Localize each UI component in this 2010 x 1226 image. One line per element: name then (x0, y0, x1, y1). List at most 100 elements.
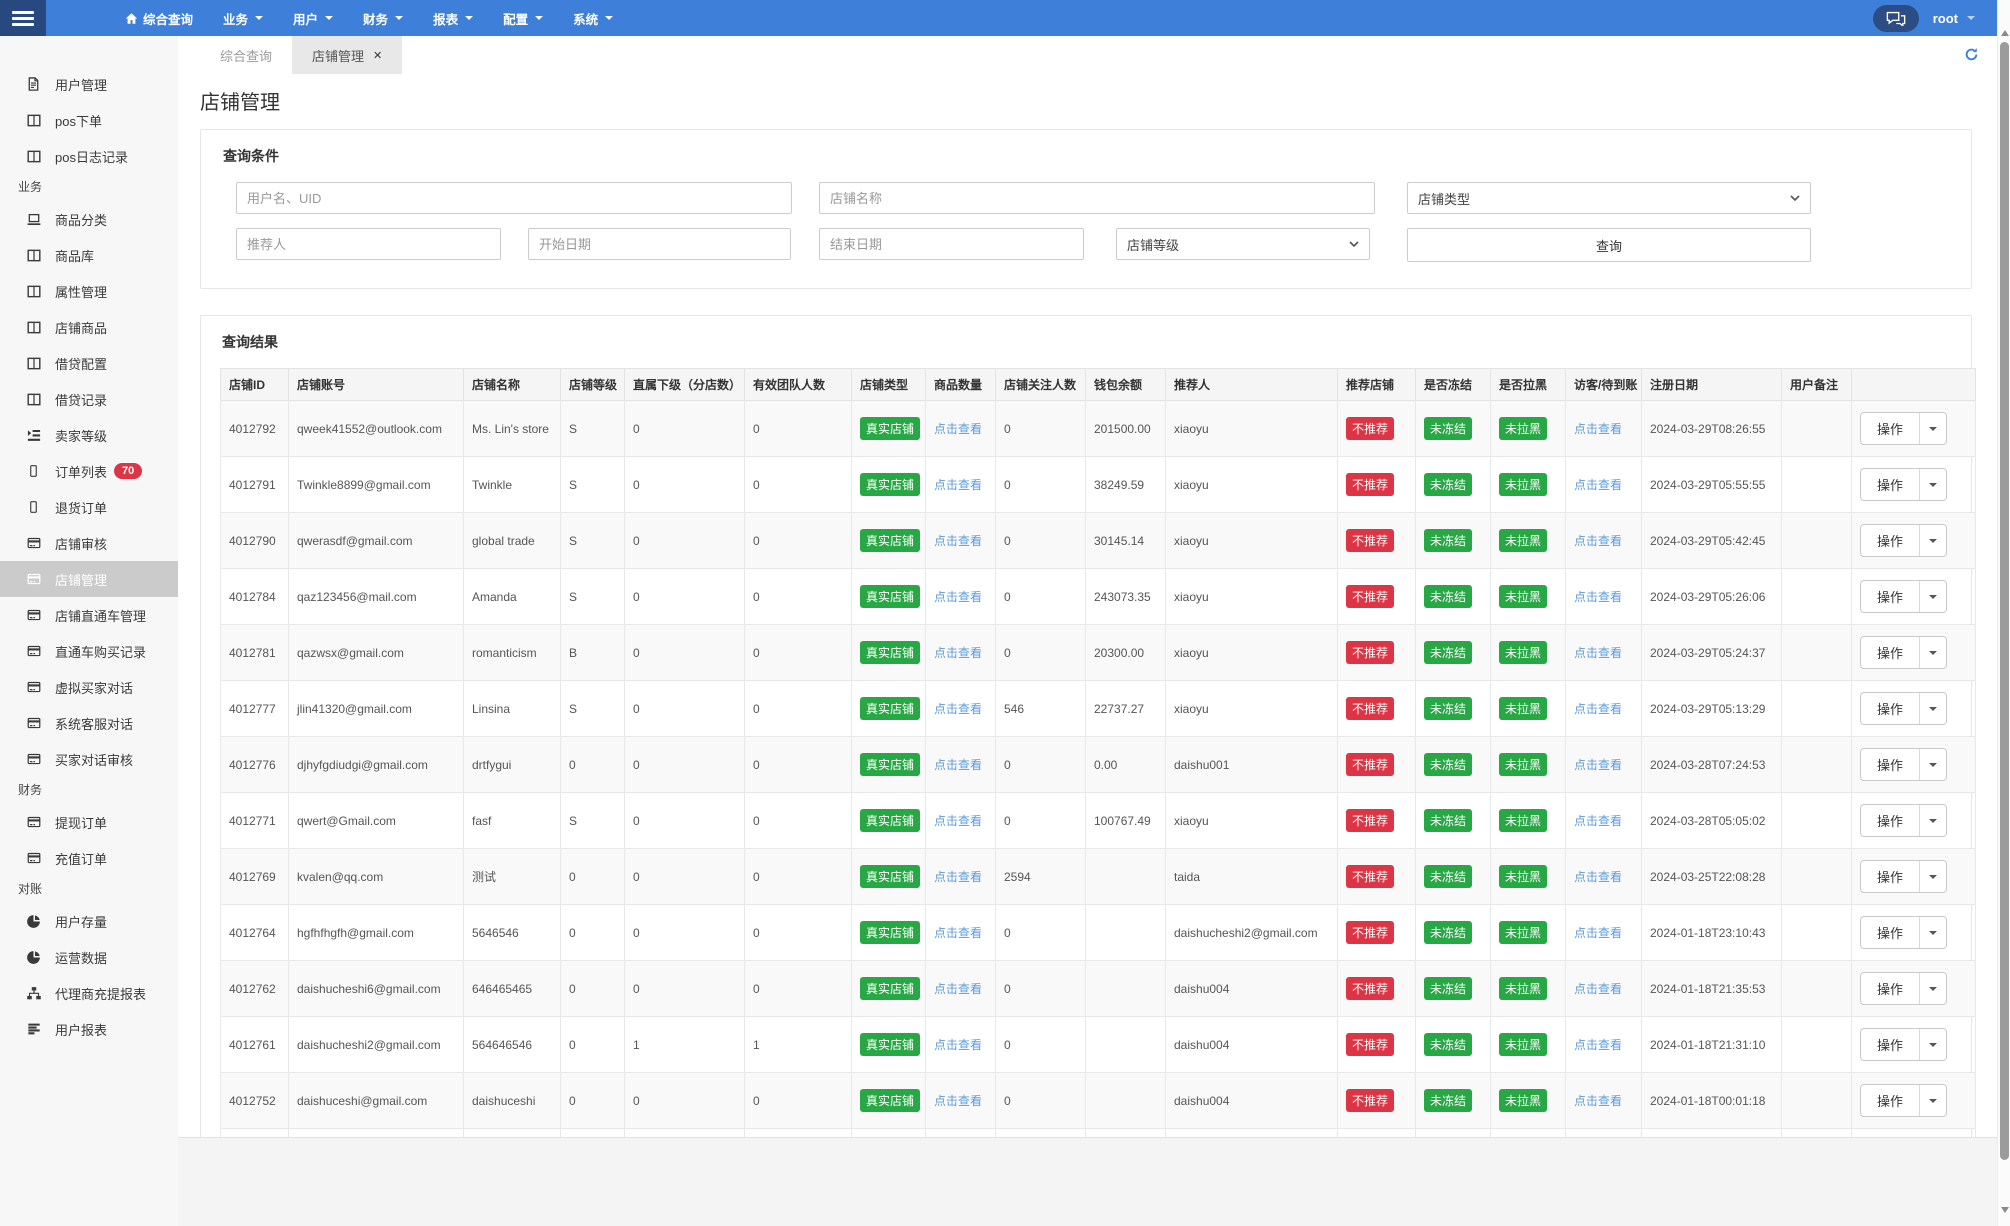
sidebar-item-user-report[interactable]: 用户报表 (0, 1011, 178, 1047)
action-button[interactable]: 操作 (1861, 413, 1921, 444)
sidebar-item-pos-order[interactable]: pos下单 (0, 102, 178, 138)
action-button[interactable]: 操作 (1861, 581, 1921, 612)
scrollbar-up-arrow-icon[interactable] (2001, 30, 2009, 36)
view-goods-link[interactable]: 点击查看 (934, 982, 983, 996)
view-goods-link[interactable]: 点击查看 (934, 646, 983, 660)
hamburger-menu-button[interactable] (0, 0, 46, 36)
view-visitors-link[interactable]: 点击查看 (1574, 534, 1623, 548)
view-goods-link[interactable]: 点击查看 (934, 814, 983, 828)
start-date-input[interactable] (528, 228, 791, 260)
sidebar-item-agent-recharge-report[interactable]: 代理商充提报表 (0, 975, 178, 1011)
action-button[interactable]: 操作 (1861, 973, 1921, 1004)
action-dropdown-toggle[interactable] (1920, 469, 1946, 500)
view-visitors-link[interactable]: 点击查看 (1574, 1094, 1623, 1108)
action-button[interactable]: 操作 (1861, 637, 1921, 668)
action-button[interactable]: 操作 (1861, 1085, 1921, 1116)
sidebar-item-goods-library[interactable]: 商品库 (0, 237, 178, 273)
store-level-select[interactable]: 店铺等级 (1116, 228, 1370, 260)
view-visitors-link[interactable]: 点击查看 (1574, 646, 1623, 660)
action-button[interactable]: 操作 (1861, 861, 1921, 892)
sidebar-item-return-order[interactable]: 退货订单 (0, 489, 178, 525)
action-dropdown-toggle[interactable] (1920, 1029, 1946, 1060)
action-button[interactable]: 操作 (1861, 525, 1921, 556)
action-dropdown-toggle[interactable] (1920, 973, 1946, 1004)
sidebar-item-user-stock[interactable]: 用户存量 (0, 903, 178, 939)
chat-button[interactable] (1872, 4, 1919, 32)
vertical-scrollbar[interactable] (1997, 0, 2010, 1226)
action-dropdown-toggle[interactable] (1920, 1085, 1946, 1116)
sidebar-item-user-management[interactable]: 用户管理 (0, 66, 178, 102)
action-dropdown-toggle[interactable] (1920, 525, 1946, 556)
action-button[interactable]: 操作 (1861, 693, 1921, 724)
action-button[interactable]: 操作 (1861, 749, 1921, 780)
sidebar-item-pos-log[interactable]: pos日志记录 (0, 138, 178, 174)
action-dropdown-toggle[interactable] (1920, 581, 1946, 612)
nav-item-business[interactable]: 业务 (208, 0, 278, 36)
nav-item-finance[interactable]: 财务 (348, 0, 418, 36)
view-goods-link[interactable]: 点击查看 (934, 758, 983, 772)
sidebar-item-express-purchase-record[interactable]: 直通车购买记录 (0, 633, 178, 669)
view-goods-link[interactable]: 点击查看 (934, 590, 983, 604)
action-dropdown-toggle[interactable] (1920, 805, 1946, 836)
sidebar-item-order-list[interactable]: 订单列表 70 (0, 453, 178, 489)
sidebar-item-recharge-order[interactable]: 充值订单 (0, 840, 178, 876)
sidebar-item-buyer-chat-audit[interactable]: 买家对话审核 (0, 741, 178, 777)
nav-item-user[interactable]: 用户 (278, 0, 348, 36)
view-goods-link[interactable]: 点击查看 (934, 1094, 983, 1108)
view-visitors-link[interactable]: 点击查看 (1574, 702, 1623, 716)
view-goods-link[interactable]: 点击查看 (934, 1038, 983, 1052)
tab-store-management[interactable]: 店铺管理 ✕ (292, 36, 403, 74)
view-visitors-link[interactable]: 点击查看 (1574, 870, 1623, 884)
view-goods-link[interactable]: 点击查看 (934, 422, 983, 436)
store-type-select[interactable]: 店铺类型 (1407, 182, 1811, 214)
nav-item-config[interactable]: 配置 (488, 0, 558, 36)
sidebar-item-store-express-management[interactable]: 店铺直通车管理 (0, 597, 178, 633)
view-visitors-link[interactable]: 点击查看 (1574, 814, 1623, 828)
action-dropdown-toggle[interactable] (1920, 749, 1946, 780)
sidebar-item-withdraw-order[interactable]: 提现订单 (0, 804, 178, 840)
store-name-input[interactable] (819, 182, 1375, 214)
sidebar-item-seller-level[interactable]: 卖家等级 (0, 417, 178, 453)
view-visitors-link[interactable]: 点击查看 (1574, 758, 1623, 772)
nav-item-system[interactable]: 系统 (558, 0, 628, 36)
view-visitors-link[interactable]: 点击查看 (1574, 926, 1623, 940)
action-dropdown-toggle[interactable] (1920, 413, 1946, 444)
view-goods-link[interactable]: 点击查看 (934, 702, 983, 716)
action-dropdown-toggle[interactable] (1920, 917, 1946, 948)
sidebar-item-loan-record[interactable]: 借贷记录 (0, 381, 178, 417)
nav-item-report[interactable]: 报表 (418, 0, 488, 36)
nav-item-summary-query[interactable]: 综合查询 (110, 0, 208, 36)
view-visitors-link[interactable]: 点击查看 (1574, 982, 1623, 996)
sidebar-item-system-service-chat[interactable]: 系统客服对话 (0, 705, 178, 741)
action-button[interactable]: 操作 (1861, 469, 1921, 500)
view-goods-link[interactable]: 点击查看 (934, 534, 983, 548)
referrer-input[interactable] (236, 228, 501, 260)
sidebar-item-store-management[interactable]: 店铺管理 (0, 561, 178, 597)
action-button[interactable]: 操作 (1861, 917, 1921, 948)
sidebar-item-operation-data[interactable]: 运营数据 (0, 939, 178, 975)
sidebar-item-loan-config[interactable]: 借贷配置 (0, 345, 178, 381)
user-menu[interactable]: root (1933, 11, 1975, 26)
view-visitors-link[interactable]: 点击查看 (1574, 478, 1623, 492)
sidebar-item-attribute-management[interactable]: 属性管理 (0, 273, 178, 309)
sidebar-item-goods-category[interactable]: 商品分类 (0, 201, 178, 237)
action-dropdown-toggle[interactable] (1920, 693, 1946, 724)
search-button[interactable]: 查询 (1407, 228, 1811, 262)
end-date-input[interactable] (819, 228, 1084, 260)
username-uid-input[interactable] (236, 182, 792, 214)
tab-summary-query[interactable]: 综合查询 (200, 36, 292, 74)
view-visitors-link[interactable]: 点击查看 (1574, 1038, 1623, 1052)
sidebar-item-virtual-buyer-chat[interactable]: 虚拟买家对话 (0, 669, 178, 705)
action-dropdown-toggle[interactable] (1920, 637, 1946, 668)
action-dropdown-toggle[interactable] (1920, 861, 1946, 892)
sidebar-item-store-goods[interactable]: 店铺商品 (0, 309, 178, 345)
view-visitors-link[interactable]: 点击查看 (1574, 422, 1623, 436)
view-goods-link[interactable]: 点击查看 (934, 478, 983, 492)
close-icon[interactable]: ✕ (373, 49, 383, 62)
scrollbar-down-arrow-icon[interactable] (2001, 1207, 2009, 1213)
sidebar-item-store-audit[interactable]: 店铺审核 (0, 525, 178, 561)
action-button[interactable]: 操作 (1861, 1029, 1921, 1060)
action-button[interactable]: 操作 (1861, 805, 1921, 836)
scrollbar-thumb[interactable] (2000, 42, 2009, 1160)
view-goods-link[interactable]: 点击查看 (934, 926, 983, 940)
